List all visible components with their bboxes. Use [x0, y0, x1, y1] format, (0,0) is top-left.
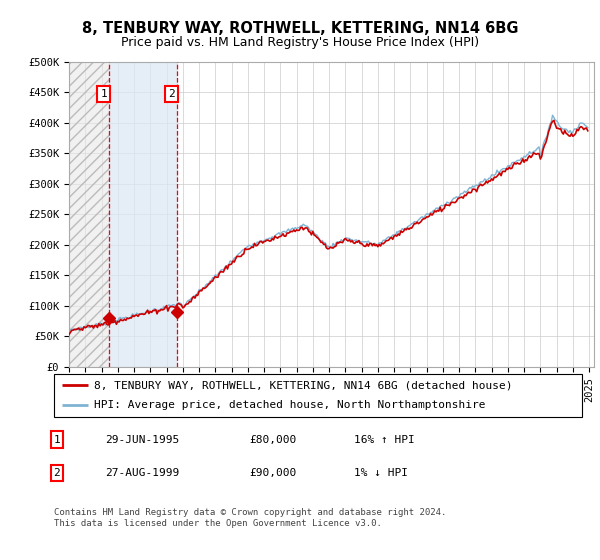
Text: 1% ↓ HPI: 1% ↓ HPI — [354, 468, 408, 478]
Text: 1: 1 — [53, 435, 61, 445]
Text: 16% ↑ HPI: 16% ↑ HPI — [354, 435, 415, 445]
Text: 2: 2 — [53, 468, 61, 478]
Bar — [109, 62, 177, 367]
Text: £80,000: £80,000 — [249, 435, 296, 445]
Text: 27-AUG-1999: 27-AUG-1999 — [105, 468, 179, 478]
Text: 1: 1 — [100, 89, 107, 99]
Text: £90,000: £90,000 — [249, 468, 296, 478]
Text: 8, TENBURY WAY, ROTHWELL, KETTERING, NN14 6BG (detached house): 8, TENBURY WAY, ROTHWELL, KETTERING, NN1… — [94, 380, 512, 390]
Text: 2: 2 — [168, 89, 175, 99]
Text: 8, TENBURY WAY, ROTHWELL, KETTERING, NN14 6BG: 8, TENBURY WAY, ROTHWELL, KETTERING, NN1… — [82, 21, 518, 36]
Text: Contains HM Land Registry data © Crown copyright and database right 2024.
This d: Contains HM Land Registry data © Crown c… — [54, 508, 446, 528]
Text: 29-JUN-1995: 29-JUN-1995 — [105, 435, 179, 445]
FancyBboxPatch shape — [54, 374, 582, 417]
Text: Price paid vs. HM Land Registry's House Price Index (HPI): Price paid vs. HM Land Registry's House … — [121, 36, 479, 49]
Text: HPI: Average price, detached house, North Northamptonshire: HPI: Average price, detached house, Nort… — [94, 400, 485, 410]
Bar — [69, 62, 109, 367]
Bar — [69, 62, 109, 367]
